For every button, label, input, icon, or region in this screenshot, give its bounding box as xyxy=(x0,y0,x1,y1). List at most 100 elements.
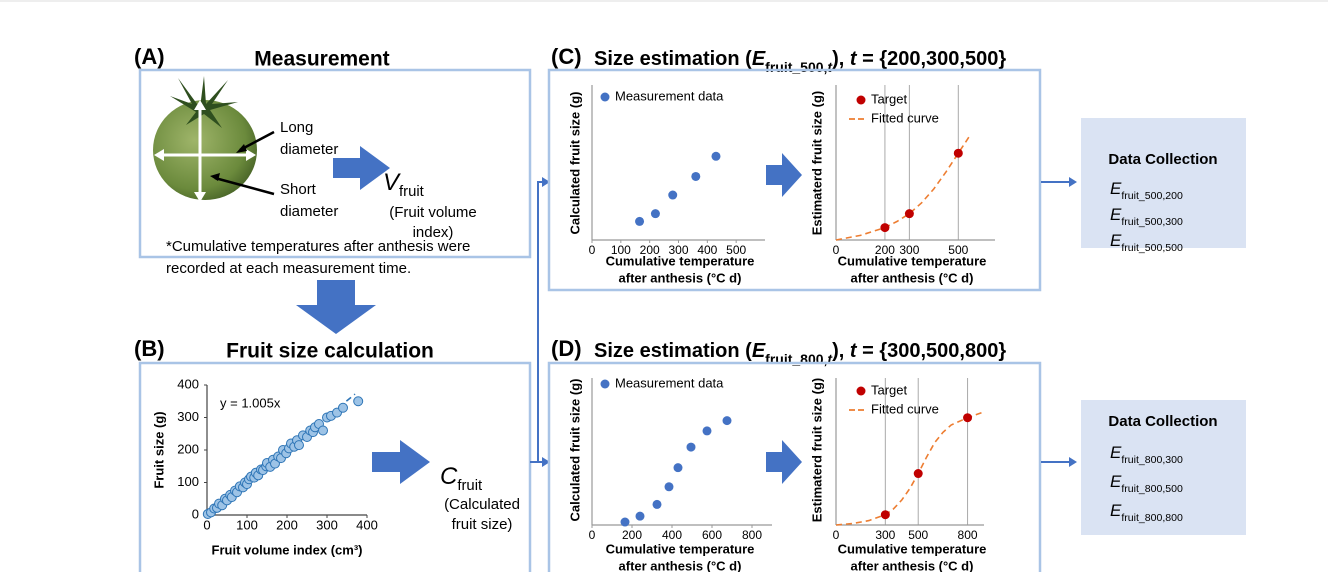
point xyxy=(650,209,660,219)
panel-box xyxy=(547,361,1042,572)
x-axis-label: after anthesis (°C d) xyxy=(619,270,742,285)
title-part: fruit_500, xyxy=(765,59,827,75)
symbol-note: (Calculated xyxy=(444,496,520,513)
collection-item: Efruit_800,800 xyxy=(1110,501,1183,523)
legend-label: Target xyxy=(871,91,908,106)
point xyxy=(711,151,721,161)
panel-title: Size estimation (Efruit_500,t), t = {200… xyxy=(594,48,1006,74)
legend-swatch xyxy=(600,92,610,102)
point xyxy=(691,171,701,181)
collection-item: Efruit_500,300 xyxy=(1110,205,1183,227)
point xyxy=(673,463,683,473)
title-part: E xyxy=(752,340,766,362)
title-part: = {300,500,800} xyxy=(857,340,1007,362)
symbol-main: E xyxy=(1110,205,1122,224)
point xyxy=(318,425,328,436)
point xyxy=(353,396,364,407)
point xyxy=(668,190,678,200)
collection-item: Efruit_800,300 xyxy=(1110,443,1183,465)
symbol-note: fruit size) xyxy=(452,516,513,533)
title-part: ), xyxy=(832,48,850,70)
legend-label: Measurement data xyxy=(615,375,724,390)
symbol-note: index) xyxy=(413,224,454,241)
arrowhead xyxy=(1069,457,1077,467)
title-part: t xyxy=(827,351,833,367)
point xyxy=(294,440,304,451)
panel-label: (B) xyxy=(134,336,165,361)
arrowhead xyxy=(1069,177,1077,187)
legend-swatch xyxy=(856,386,866,396)
block-arrow xyxy=(766,440,802,484)
point xyxy=(686,442,696,452)
symbol-sub: fruit_500,300 xyxy=(1121,216,1183,228)
footnote: recorded at each measurement time. xyxy=(166,260,411,277)
x-axis-label: after anthesis (°C d) xyxy=(851,558,974,572)
point xyxy=(664,482,674,492)
legend-label: Fitted curve xyxy=(871,110,939,125)
point xyxy=(963,413,973,423)
symbol-main: E xyxy=(1110,472,1122,491)
panel-label: (A) xyxy=(134,44,165,69)
collection-item: Efruit_800,500 xyxy=(1110,472,1183,494)
symbol-note: (Fruit volume xyxy=(389,204,477,221)
footnote: *Cumulative temperatures after anthesis … xyxy=(166,238,470,255)
x-tick-label: 0 xyxy=(833,243,840,257)
symbol-main: E xyxy=(1110,179,1122,198)
panel-box xyxy=(138,68,532,259)
x-axis-label: Cumulative temperature xyxy=(838,253,987,268)
panel-label: (D) xyxy=(551,336,582,361)
y-tick-label: 300 xyxy=(177,409,199,424)
symbol: Cfruit xyxy=(440,463,483,494)
symbol-main: V xyxy=(383,169,401,196)
x-tick-label: 200 xyxy=(875,243,895,257)
collection-item: Efruit_500,500 xyxy=(1110,231,1183,253)
x-tick-label: 300 xyxy=(899,243,919,257)
annotation: Short xyxy=(280,181,317,198)
x-axis-label: Fruit volume index (cm³) xyxy=(212,542,363,557)
y-axis-label: Estimaterd fruit size (g) xyxy=(809,378,824,522)
x-tick-label: 200 xyxy=(640,243,660,257)
block-arrow xyxy=(766,153,802,197)
collection-title: Data Collection xyxy=(1108,413,1217,430)
x-tick-label: 400 xyxy=(662,528,682,542)
x-tick-label: 0 xyxy=(589,243,596,257)
y-axis-label: Fruit size (g) xyxy=(151,411,166,488)
point xyxy=(338,402,348,413)
symbol: Vfruit xyxy=(383,169,425,200)
symbol-sub: fruit_500,200 xyxy=(1121,190,1183,202)
panel-box xyxy=(547,68,1042,292)
point xyxy=(635,216,645,226)
panel-label: (C) xyxy=(551,44,582,69)
symbol-main: E xyxy=(1110,501,1122,520)
x-tick-label: 500 xyxy=(908,528,928,542)
symbol-main: E xyxy=(1110,443,1122,462)
point xyxy=(635,511,645,521)
block-arrow xyxy=(296,280,376,334)
arrowhead xyxy=(542,177,550,187)
x-tick-label: 300 xyxy=(668,243,688,257)
symbol-main: E xyxy=(1110,231,1122,250)
fitted-line xyxy=(835,134,972,241)
symbol-sub: fruit_800,800 xyxy=(1121,512,1183,524)
tomato xyxy=(153,76,275,202)
point xyxy=(620,517,630,527)
title-part: t xyxy=(850,48,858,70)
x-tick-label: 800 xyxy=(742,528,762,542)
collection-title: Data Collection xyxy=(1108,151,1217,168)
x-tick-label: 400 xyxy=(697,243,717,257)
x-tick-label: 800 xyxy=(958,528,978,542)
y-axis-label: Calculated fruit size (g) xyxy=(567,378,582,521)
point xyxy=(702,426,712,436)
x-tick-label: 200 xyxy=(622,528,642,542)
symbol-sub: fruit_500,500 xyxy=(1121,242,1183,254)
point xyxy=(904,209,914,219)
annotation: diameter xyxy=(280,141,338,158)
fitted-line xyxy=(835,411,985,526)
equation: y = 1.005x xyxy=(220,395,281,410)
title-part: Size estimation ( xyxy=(594,48,752,70)
arrowhead xyxy=(542,457,550,467)
y-tick-label: 200 xyxy=(177,441,199,456)
block-arrow xyxy=(333,146,390,190)
y-axis-label: Estimaterd fruit size (g) xyxy=(809,91,824,235)
